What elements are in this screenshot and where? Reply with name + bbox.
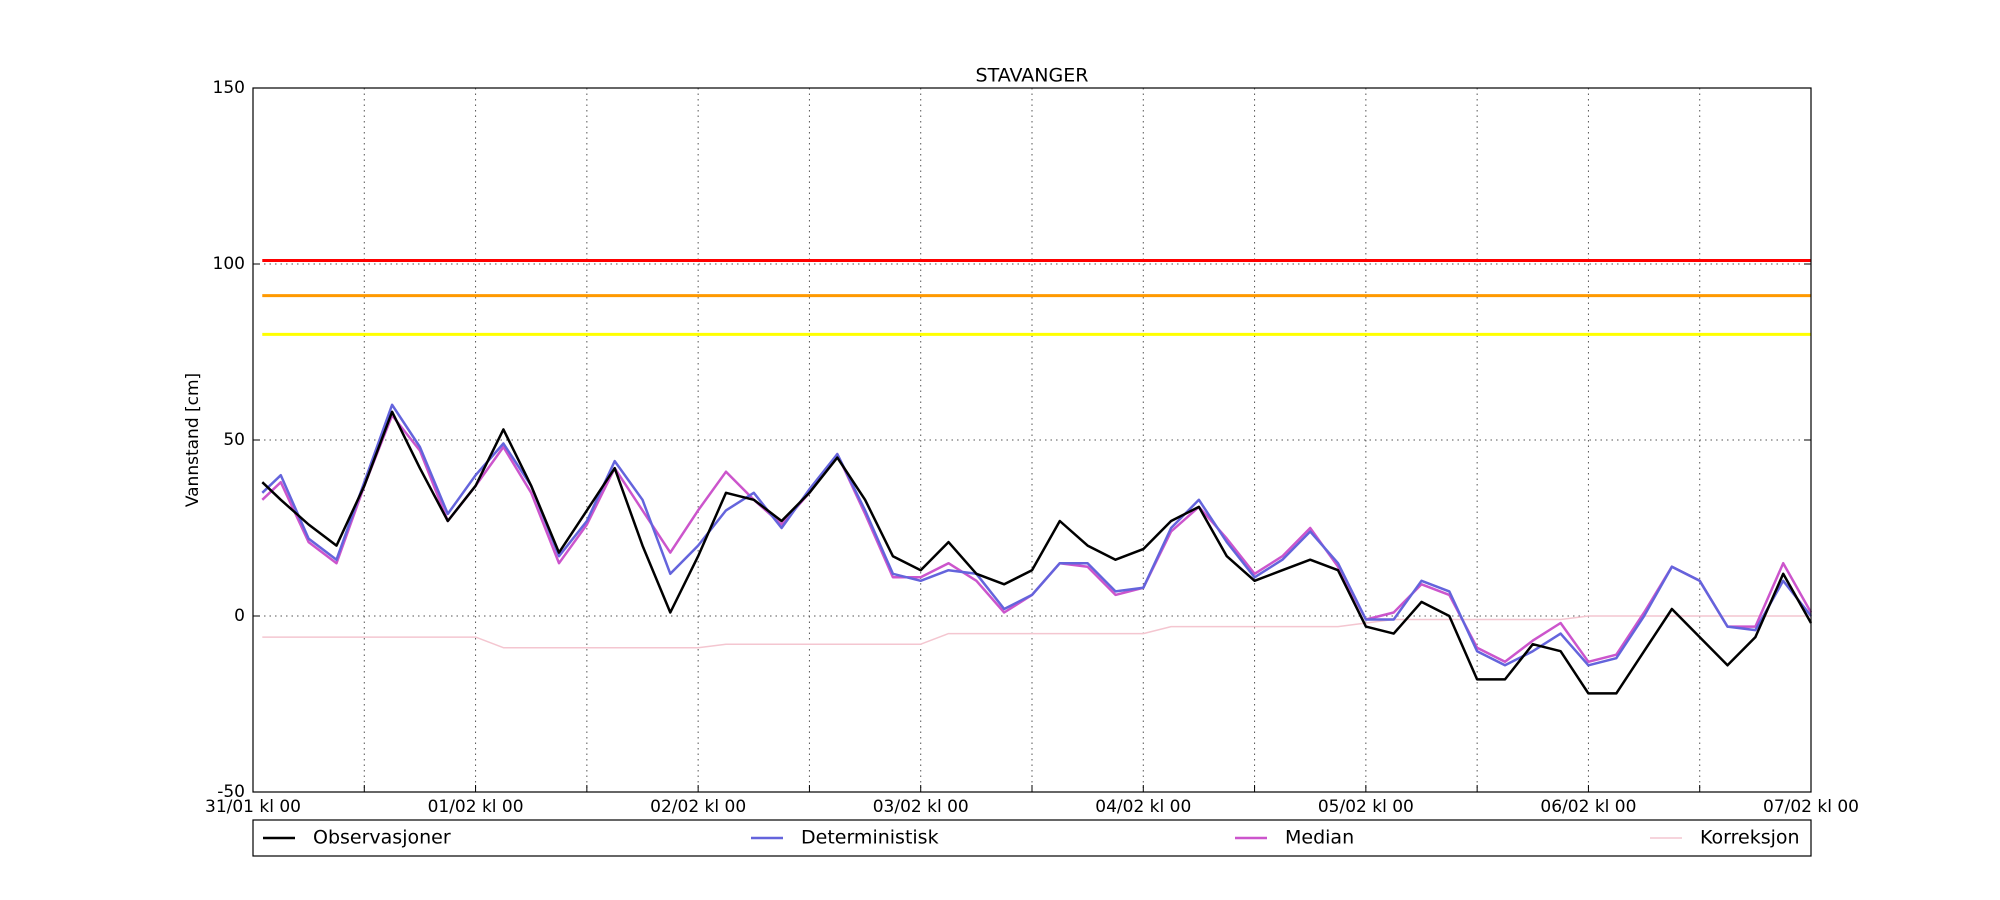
legend-label: Deterministisk (801, 827, 939, 849)
legend-label: Median (1285, 827, 1354, 849)
x-tick-label: 07/02 kl 00 (1763, 797, 1859, 817)
chart-title: STAVANGER (976, 65, 1089, 87)
x-tick-label: 03/02 kl 00 (873, 797, 969, 817)
y-tick-label: 50 (223, 430, 245, 450)
x-tick-label: 02/02 kl 00 (650, 797, 746, 817)
series-line (261, 403, 1812, 667)
y-tick-label: 150 (213, 78, 245, 98)
x-tick-label: 04/02 kl 00 (1095, 797, 1191, 817)
x-tick-label: 05/02 kl 00 (1318, 797, 1414, 817)
x-tick-label: 31/01 kl 00 (205, 797, 301, 817)
plot-frame (252, 87, 1812, 793)
legend-box (252, 819, 1812, 857)
y-tick-label: 0 (234, 606, 245, 626)
legend-label: Observasjoner (313, 827, 451, 849)
y-axis-label: Vannstand [cm] (183, 373, 203, 507)
y-tick-label: -50 (217, 782, 245, 802)
y-tick-label: 100 (213, 254, 245, 274)
series-line (262, 615, 1811, 649)
x-tick-label: 06/02 kl 00 (1540, 797, 1636, 817)
x-tick-label: 01/02 kl 00 (428, 797, 524, 817)
legend-label: Korreksjon (1700, 827, 1800, 849)
series-line (261, 410, 1813, 695)
